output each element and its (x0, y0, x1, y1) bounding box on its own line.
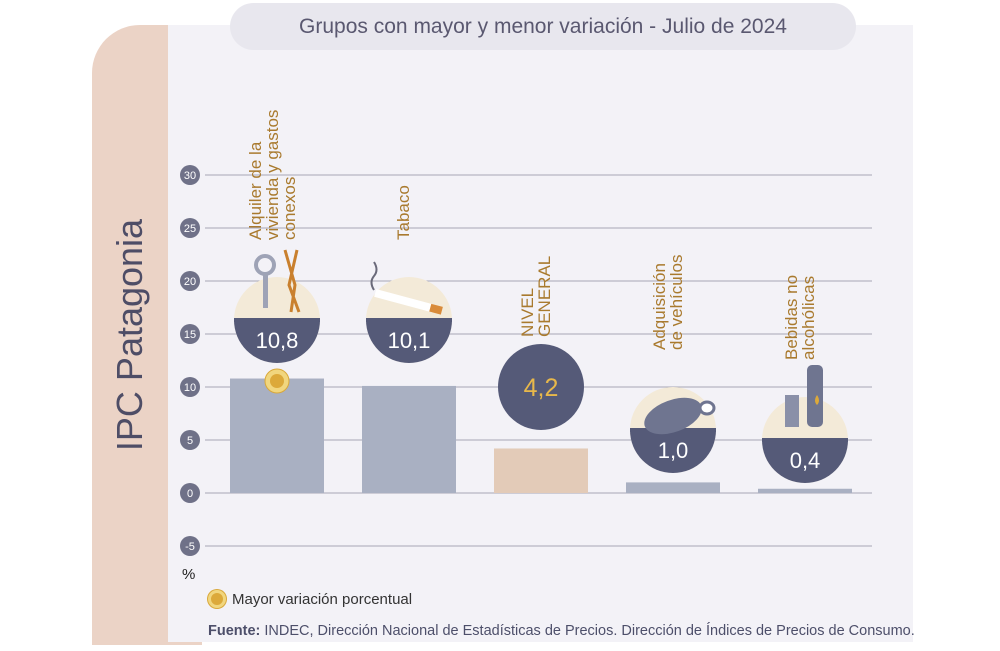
car-wheel (698, 400, 716, 416)
glass (785, 395, 799, 427)
value-label: 4,2 (524, 374, 559, 402)
category-label-line: vivienda y gastos (263, 110, 282, 240)
category-label-line: de vehículos (667, 255, 686, 350)
tick-badge (180, 483, 200, 503)
value-bubble-band (366, 318, 452, 322)
value-label: 10,8 (256, 328, 299, 353)
category-label: Adquisiciónde vehículos (650, 255, 686, 350)
category-label-line: Bebidas no (782, 275, 801, 360)
y-tick-label: 20 (184, 276, 196, 288)
category-label: Bebidas noalcohólicas (782, 275, 818, 360)
y-tick-label: 15 (184, 329, 196, 341)
tick-badge (180, 165, 200, 185)
category-label: NIVELGENERAL (518, 256, 554, 337)
category-label-line: Alquiler de la (246, 141, 265, 240)
highlight-marker-icon (208, 590, 226, 608)
value-bubble (630, 430, 716, 473)
category-label-line: Adquisición (650, 263, 669, 350)
y-unit-label: % (182, 566, 196, 583)
bottle (807, 365, 823, 427)
key-blade (263, 273, 268, 308)
category-label-line: NIVEL (518, 288, 537, 337)
y-tick-label: 5 (187, 435, 193, 447)
tick-badge (180, 377, 200, 397)
bar (758, 488, 852, 493)
category-label-line: GENERAL (535, 256, 554, 337)
y-tick-label: 30 (184, 170, 196, 182)
keys-and-pliers-icon (254, 249, 301, 313)
car-icon (644, 397, 716, 435)
category-label-line: Tabaco (394, 185, 413, 240)
cigarette-filter (429, 303, 443, 315)
legend-label: Mayor variación porcentual (232, 590, 413, 608)
value-bubble (234, 320, 320, 363)
tick-badge (180, 271, 200, 291)
value-bubble (366, 320, 452, 363)
cigarette-body (374, 289, 435, 313)
value-label: 1,0 (658, 438, 689, 463)
y-tick-label: 25 (184, 223, 196, 235)
source-text: INDEC, Dirección Nacional de Estadística… (260, 623, 915, 639)
value-label: 10,1 (388, 328, 431, 353)
category-label: Tabaco (394, 185, 413, 240)
legend: Mayor variación porcentual (208, 590, 412, 608)
chart-title: Grupos con mayor y menor variación - Jul… (230, 3, 856, 50)
bar (362, 385, 456, 493)
value-bubble-band (762, 438, 848, 442)
car-body (644, 397, 702, 435)
y-tick-label: 10 (184, 382, 196, 394)
source-note: Fuente: INDEC, Dirección Nacional de Est… (208, 623, 915, 639)
y-tick-label: 0 (187, 488, 193, 500)
value-bubble-band (234, 318, 320, 322)
category-label-line: alcohólicas (799, 276, 818, 360)
bar (626, 482, 720, 493)
value-bubble (498, 344, 584, 430)
cigarette-icon (370, 261, 443, 315)
bottles-icon (785, 365, 823, 427)
highlight-marker-core (270, 374, 284, 388)
bar (494, 448, 588, 493)
category-label: Alquiler de lavivienda y gastosconexos (246, 110, 299, 240)
bar (230, 378, 324, 493)
y-tick-label: -5 (185, 541, 195, 553)
tick-badge (180, 324, 200, 344)
drop (815, 395, 819, 405)
source-prefix: Fuente: (208, 623, 261, 639)
value-label: 0,4 (790, 448, 821, 473)
value-bubble (762, 440, 848, 483)
tick-badge (180, 536, 200, 556)
tick-badge (180, 430, 200, 450)
category-label-line: conexos (280, 177, 299, 240)
pliers (283, 249, 301, 313)
key-ring (254, 254, 276, 276)
smoke (370, 261, 378, 291)
tick-badge (180, 218, 200, 238)
